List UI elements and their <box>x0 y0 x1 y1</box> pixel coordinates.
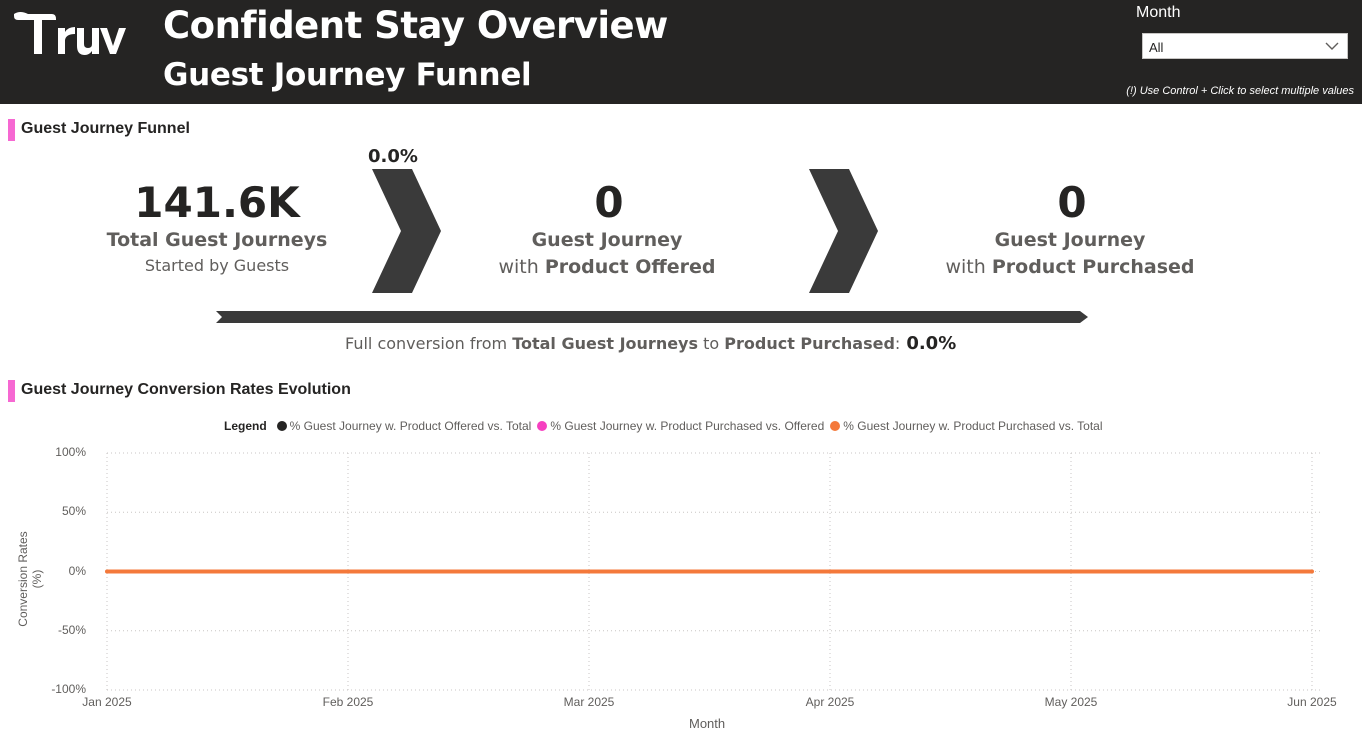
total-journeys-value: 141.6K <box>134 178 300 227</box>
month-filter-dropdown[interactable]: All <box>1142 33 1348 59</box>
product-purchased-value: 0 <box>1057 178 1087 227</box>
y-tick-label: 50% <box>61 504 86 519</box>
total-journeys-label: Total Guest Journeys <box>106 229 328 251</box>
x-tick-label: Jan 2025 <box>82 695 132 709</box>
legend-item[interactable]: % Guest Journey w. Product Purchased vs.… <box>830 419 1103 433</box>
multi-select-hint: (!) Use Control + Click to select multip… <box>1126 85 1354 97</box>
full-conversion-suffix: : <box>894 334 901 353</box>
product-offered-bold: Product Offered <box>544 256 716 278</box>
chart-legend: Legend % Guest Journey w. Product Offere… <box>224 419 1109 433</box>
legend-title: Legend <box>224 419 267 433</box>
funnel-section-title: Guest Journey Funnel <box>21 120 190 137</box>
x-tick-label: Jun 2025 <box>1287 695 1337 709</box>
product-purchased-prefix: with <box>945 256 992 278</box>
chevron-down-icon <box>1325 42 1339 50</box>
x-axis-title: Month <box>689 716 726 731</box>
month-filter-value: All <box>1149 40 1164 55</box>
x-tick-label: May 2025 <box>1044 695 1098 709</box>
y-tick-label: -50% <box>57 622 86 637</box>
full-conversion-value: 0.0% <box>906 333 957 354</box>
legend-marker-icon <box>537 421 548 431</box>
product-purchased-bold: Product Purchased <box>991 256 1195 278</box>
legend-item[interactable]: % Guest Journey w. Product Offered vs. T… <box>276 419 532 433</box>
x-tick-label: Apr 2025 <box>805 695 855 709</box>
product-offered-value: 0 <box>594 178 624 227</box>
full-conversion-to: Product Purchased <box>724 334 895 353</box>
funnel-chevron-icon <box>809 169 878 293</box>
full-conversion-from: Total Guest Journeys <box>512 334 699 353</box>
step1-conversion-pct: 0.0% <box>368 146 418 167</box>
legend-label: % Guest Journey w. Product Offered vs. T… <box>289 419 532 433</box>
section-accent-bar <box>8 119 15 141</box>
x-tick-label: Feb 2025 <box>322 695 374 709</box>
y-tick-label: 0% <box>68 563 86 578</box>
product-purchased-sublabel: with Product Purchased <box>920 256 1220 278</box>
product-offered-prefix: with <box>498 256 545 278</box>
funnel-chevron-icon <box>372 169 441 293</box>
y-tick-label: -100% <box>51 682 86 696</box>
page-title: Confident Stay Overview <box>163 4 668 47</box>
legend-marker-icon <box>830 421 841 431</box>
page-subtitle: Guest Journey Funnel <box>163 57 532 93</box>
legend-item[interactable]: % Guest Journey w. Product Purchased vs.… <box>537 419 824 433</box>
section-accent-bar <box>8 380 15 402</box>
truvi-logo <box>14 12 126 55</box>
total-journeys-sublabel: Started by Guests <box>144 256 290 275</box>
product-purchased-label: Guest Journey <box>994 229 1146 251</box>
full-conversion-prefix: Full conversion from <box>345 334 513 353</box>
y-tick-label: 100% <box>55 445 86 459</box>
product-offered-sublabel: with Product Offered <box>457 256 757 278</box>
legend-label: % Guest Journey w. Product Purchased vs.… <box>843 419 1103 433</box>
full-conversion-text: Full conversion from Total Guest Journey… <box>345 333 956 354</box>
x-tick-label: Mar 2025 <box>563 695 615 709</box>
full-conversion-arrow-icon <box>216 311 1088 323</box>
product-offered-label: Guest Journey <box>531 229 683 251</box>
month-filter-label: Month <box>1136 4 1181 21</box>
legend-marker-icon <box>276 421 287 431</box>
legend-label: % Guest Journey w. Product Purchased vs.… <box>550 419 825 433</box>
full-conversion-middle: to <box>698 334 725 353</box>
header-bar: Confident Stay Overview Guest Journey Fu… <box>0 0 1362 104</box>
evolution-section-title: Guest Journey Conversion Rates Evolution <box>21 381 351 398</box>
